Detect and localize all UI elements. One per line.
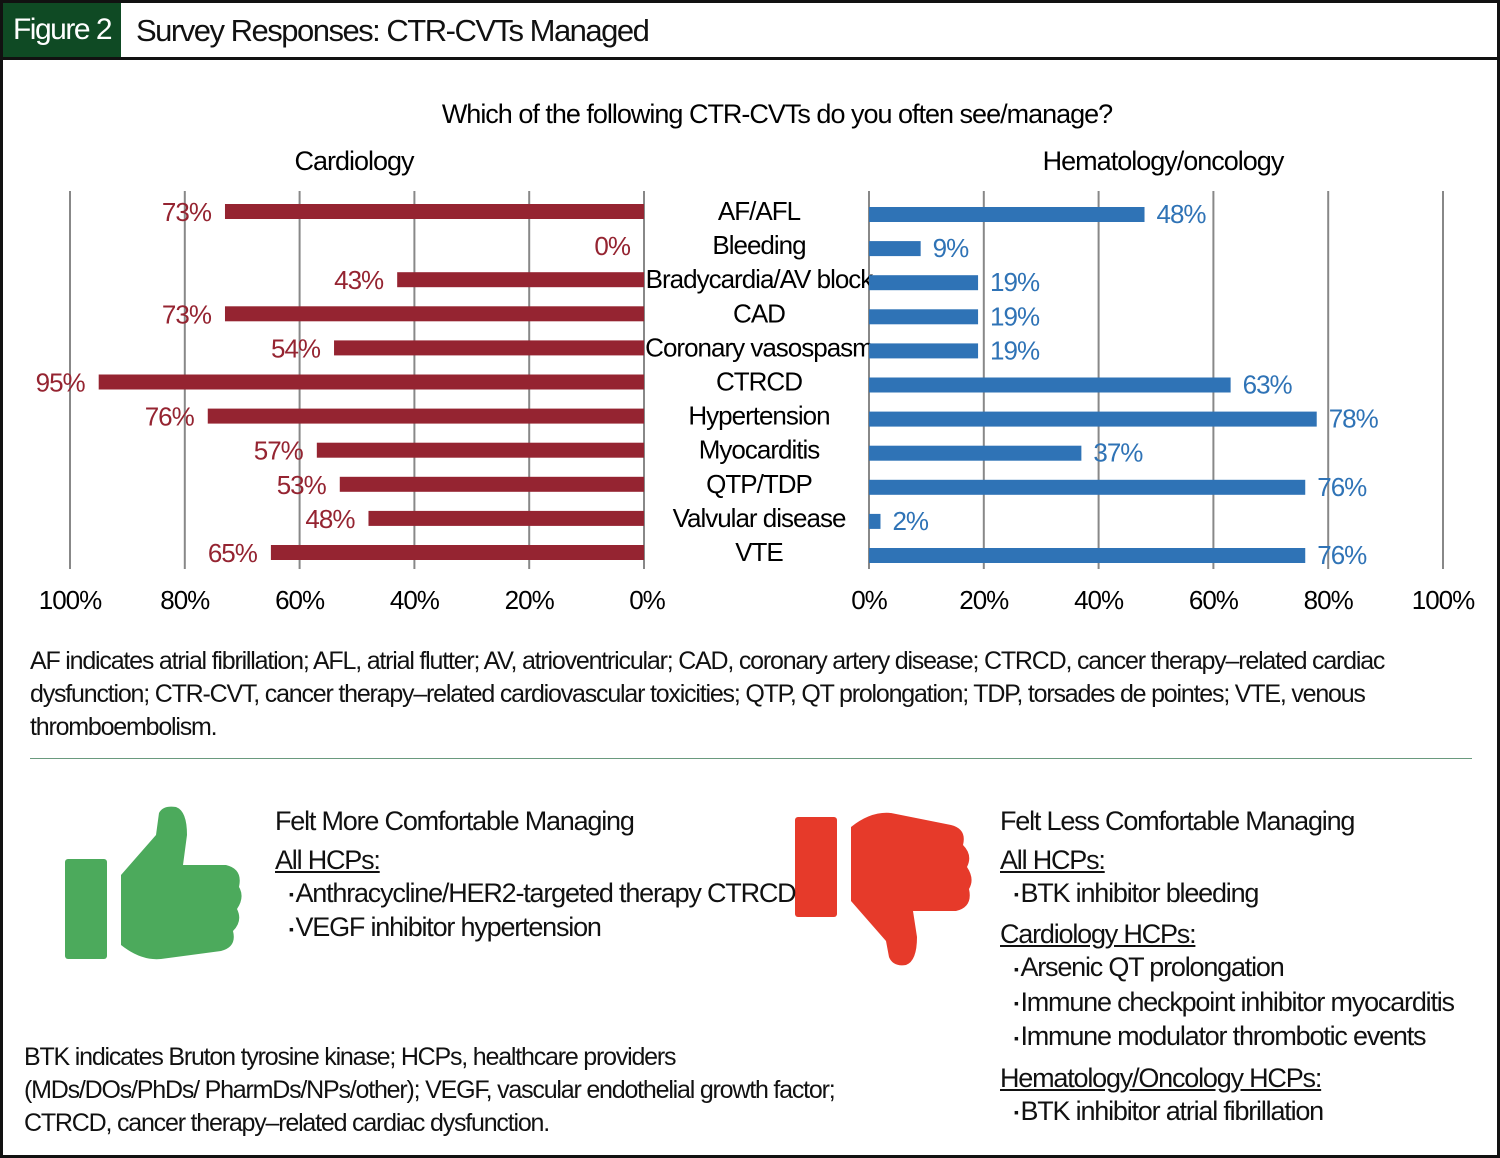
data-label-cardiology: 76% <box>145 402 195 432</box>
group-label: All HCPs: <box>1000 845 1106 875</box>
list-item: BTK inhibitor atrial fibrillation <box>1000 1095 1454 1129</box>
data-label-hemonc: 19% <box>990 267 1040 297</box>
group-label: All HCPs: <box>275 845 381 875</box>
bar-cardiology <box>207 408 644 424</box>
butterfly-bar-chart: Which of the following CTR-CVTs do you o… <box>36 99 1476 615</box>
more-comfortable-heading: Felt More Comfortable Managing <box>275 806 635 836</box>
category-label: Bradycardia/AV block <box>646 264 875 294</box>
bar-hemonc <box>869 343 979 359</box>
bar-hemonc <box>869 377 1231 393</box>
data-label-cardiology: 54% <box>271 333 321 363</box>
x-tick-label-right: 40% <box>1074 585 1124 615</box>
bar-hemonc <box>869 241 921 257</box>
bar-hemonc <box>869 445 1082 461</box>
data-label-hemonc: 63% <box>1243 370 1293 400</box>
data-label-cardiology: 95% <box>36 368 86 398</box>
data-label-hemonc: 76% <box>1317 540 1367 570</box>
bar-cardiology <box>224 204 645 219</box>
bar-cardiology <box>368 510 644 526</box>
divider <box>30 758 1472 759</box>
list-item: Anthracycline/HER2-targeted therapy CTRC… <box>275 877 796 911</box>
bar-hemonc <box>869 275 979 291</box>
thumbs-down-icon <box>795 812 972 966</box>
bar-hemonc <box>869 548 1306 563</box>
data-label-hemonc: 48% <box>1157 199 1207 229</box>
group-label: Hematology/Oncology HCPs: <box>1000 1062 1322 1093</box>
data-label-hemonc: 2% <box>892 506 928 536</box>
list-item: Immune modulator thrombotic events <box>1000 1020 1454 1054</box>
category-label: Valvular disease <box>673 503 846 533</box>
data-label-cardiology: 57% <box>254 436 304 466</box>
data-label-cardiology: 73% <box>162 299 212 329</box>
less-comfortable-heading: Felt Less Comfortable Managing <box>1000 806 1355 836</box>
category-label: VTE <box>735 537 783 567</box>
bar-hemonc <box>869 479 1306 495</box>
series-label-cardiology: Cardiology <box>294 146 415 176</box>
bar-cardiology <box>270 545 644 560</box>
x-tick-label-left: 80% <box>160 585 210 615</box>
x-tick-label-left: 40% <box>390 585 440 615</box>
data-label-cardiology: 73% <box>162 197 212 227</box>
x-tick-label-right: 20% <box>959 585 1009 615</box>
more-comfortable-panel: Felt More Comfortable Managing All HCPs:… <box>275 805 797 946</box>
chart-title: Which of the following CTR-CVTs do you o… <box>442 99 1113 129</box>
category-label: CTRCD <box>716 367 802 397</box>
bar-cardiology <box>224 306 645 322</box>
data-label-cardiology: 48% <box>305 504 355 534</box>
figure-header: Figure 2 Survey Responses: CTR-CVTs Mana… <box>3 3 1497 60</box>
bar-cardiology <box>316 442 644 458</box>
category-label: AF/AFL <box>718 196 801 226</box>
data-label-hemonc: 9% <box>933 233 969 263</box>
bar-hemonc <box>869 513 881 529</box>
x-tick-label-left: 0% <box>629 585 665 615</box>
x-tick-label-left: 100% <box>39 585 102 615</box>
list-item: VEGF inhibitor hypertension <box>275 911 795 945</box>
figure-title: Survey Responses: CTR-CVTs Managed <box>136 13 650 48</box>
figure-label: Figure 2 <box>3 3 121 57</box>
data-label-cardiology: 65% <box>208 538 258 568</box>
x-tick-label-left: 60% <box>275 585 325 615</box>
bar-cardiology <box>397 272 644 288</box>
x-tick-label-right: 0% <box>851 585 887 615</box>
x-tick-label-right: 100% <box>1412 585 1475 615</box>
series-label-hemonc: Hematology/oncology <box>1043 146 1285 176</box>
group-label: Cardiology HCPs: <box>1000 919 1197 950</box>
bar-hemonc <box>869 411 1317 427</box>
data-label-cardiology: 53% <box>277 470 327 500</box>
bar-cardiology <box>334 340 644 356</box>
x-tick-label-left: 20% <box>505 585 555 615</box>
thumbs-up-icon <box>65 806 242 960</box>
bar-cardiology <box>339 476 644 492</box>
bar-hemonc <box>869 207 1145 222</box>
category-label: Bleeding <box>712 230 805 260</box>
x-tick-label-right: 80% <box>1304 585 1354 615</box>
data-label-hemonc: 78% <box>1329 404 1379 434</box>
data-label-cardiology: 0% <box>594 231 630 261</box>
data-label-hemonc: 19% <box>990 335 1040 365</box>
category-label: Myocarditis <box>699 435 820 465</box>
bar-cardiology <box>98 374 644 390</box>
category-label: CAD <box>733 298 785 328</box>
data-label-hemonc: 19% <box>990 301 1040 331</box>
category-label: Hypertension <box>688 401 829 431</box>
category-label: QTP/TDP <box>706 469 812 499</box>
chart-abbreviations: AF indicates atrial fibrillation; AFL, a… <box>30 647 1385 741</box>
bottom-abbreviations: BTK indicates Bruton tyrosine kinase; HC… <box>24 1043 836 1137</box>
list-item: Immune checkpoint inhibitor myocarditis <box>1000 986 1455 1020</box>
data-label-hemonc: 76% <box>1317 472 1367 502</box>
data-label-cardiology: 43% <box>334 265 384 295</box>
category-label: Coronary vasospasm <box>645 332 873 362</box>
data-label-hemonc: 37% <box>1093 438 1143 468</box>
less-comfortable-panel: Felt Less Comfortable Managing All HCPs:… <box>1000 805 1455 1129</box>
x-tick-label-right: 60% <box>1189 585 1239 615</box>
list-item: BTK inhibitor bleeding <box>1000 877 1454 911</box>
bar-hemonc <box>869 309 979 325</box>
list-item: Arsenic QT prolongation <box>1000 951 1454 985</box>
